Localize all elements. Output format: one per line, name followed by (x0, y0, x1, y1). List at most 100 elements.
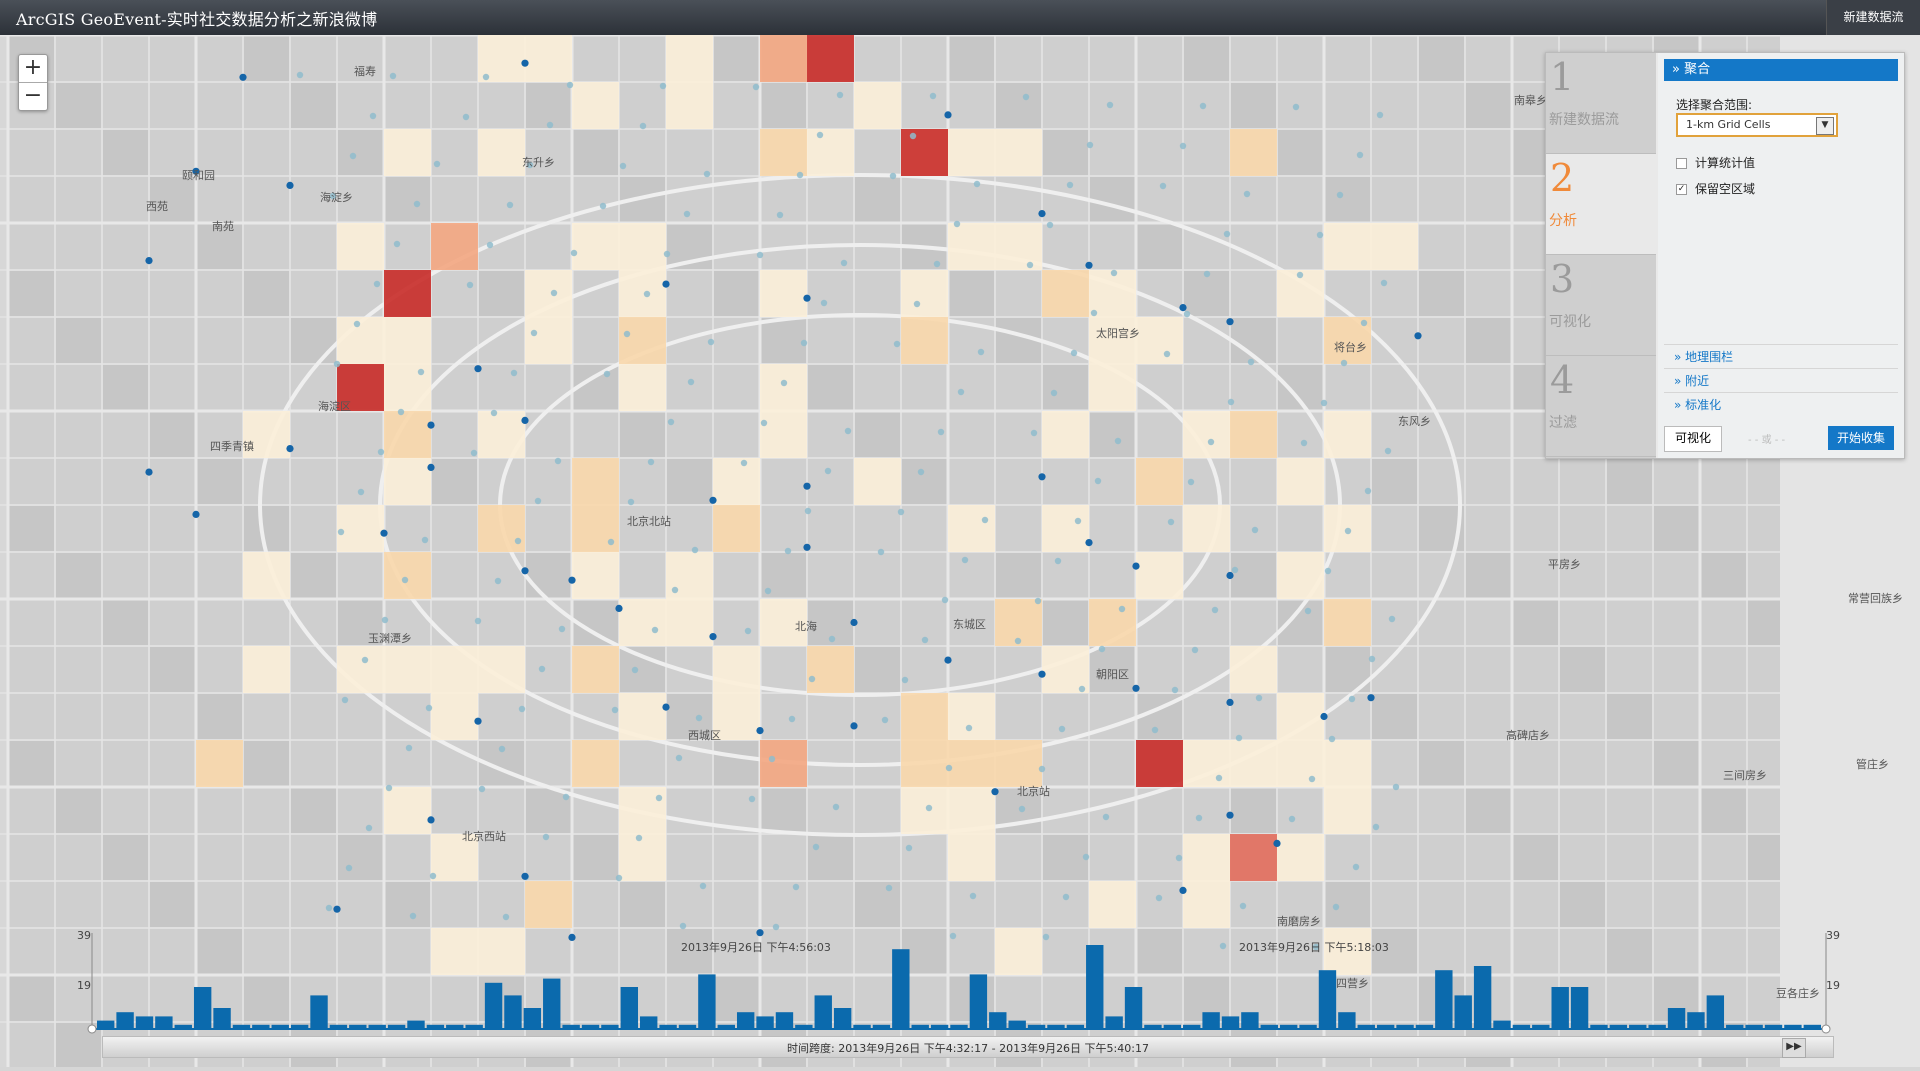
heat-cell[interactable] (1136, 740, 1183, 787)
heat-cell[interactable] (431, 928, 478, 975)
histogram-bar[interactable] (1396, 1024, 1414, 1029)
heat-cell[interactable] (619, 270, 666, 317)
heat-cell[interactable] (1277, 552, 1324, 599)
histogram-bar[interactable] (775, 1012, 794, 1029)
map-point[interactable] (568, 576, 576, 584)
map-point[interactable] (192, 167, 200, 175)
heat-cell[interactable] (431, 223, 478, 270)
histogram-bar[interactable] (387, 1024, 406, 1029)
heat-cell[interactable] (1324, 740, 1371, 787)
heat-cell[interactable] (760, 129, 807, 176)
heat-cell[interactable] (619, 223, 666, 270)
heat-cell[interactable] (337, 317, 384, 364)
histogram-chart[interactable] (0, 930, 1920, 1067)
histogram-bar[interactable] (1570, 987, 1589, 1029)
histogram-bar[interactable] (1241, 1012, 1259, 1029)
heat-cell[interactable] (1089, 364, 1136, 411)
histogram-bar[interactable] (1221, 1016, 1240, 1029)
heat-cell[interactable] (948, 693, 995, 740)
heat-cell[interactable] (431, 834, 478, 881)
heat-cell[interactable] (478, 928, 525, 975)
step-visualize[interactable]: 3 可视化 (1546, 255, 1656, 356)
histogram-bar[interactable] (1609, 1024, 1628, 1029)
heat-cell[interactable] (1324, 223, 1371, 270)
histogram-bar[interactable] (1008, 1020, 1026, 1029)
heat-cell[interactable] (1136, 317, 1183, 364)
heat-cell[interactable] (525, 881, 572, 928)
histogram-bar[interactable] (1124, 987, 1143, 1029)
heat-cell[interactable] (948, 787, 995, 834)
histogram-bar[interactable] (1260, 1024, 1278, 1029)
heat-cell[interactable] (619, 834, 666, 881)
map-point[interactable] (239, 73, 247, 81)
histogram-bar[interactable] (1066, 1024, 1085, 1029)
heat-cell[interactable] (1371, 223, 1418, 270)
histogram-bar[interactable] (1803, 1024, 1821, 1029)
heat-cell[interactable] (243, 411, 290, 458)
histogram-bar[interactable] (1183, 1024, 1201, 1029)
map-point[interactable] (615, 604, 623, 613)
histogram-bar[interactable] (1551, 987, 1569, 1029)
histogram-bar[interactable] (950, 1024, 968, 1029)
map-point[interactable] (1038, 473, 1046, 481)
histogram-bar[interactable] (368, 1024, 386, 1029)
histogram-bar[interactable] (271, 1024, 289, 1029)
heat-cell[interactable] (337, 505, 384, 552)
histogram-bar[interactable] (601, 1024, 619, 1029)
heat-cell[interactable] (1042, 505, 1089, 552)
histogram-bar[interactable] (736, 1012, 755, 1029)
histogram-bar[interactable] (911, 1024, 929, 1029)
histogram-bar[interactable] (523, 1008, 542, 1029)
heat-cell[interactable] (243, 646, 290, 693)
histogram-bar[interactable] (1629, 1024, 1647, 1029)
heat-cell[interactable] (901, 317, 948, 364)
histogram-bar[interactable] (1279, 1024, 1298, 1029)
histogram-bar[interactable] (1764, 1024, 1783, 1029)
heat-cell[interactable] (572, 223, 619, 270)
keep-empty-checkbox[interactable]: ✓ 保留空区域 (1676, 180, 1755, 197)
heat-cell[interactable] (901, 270, 948, 317)
histogram-bar[interactable] (1415, 1024, 1434, 1029)
heat-cell[interactable] (337, 646, 384, 693)
histogram-bar[interactable] (1318, 970, 1337, 1029)
map-point[interactable] (1414, 332, 1422, 340)
map-point[interactable] (427, 421, 435, 429)
map-point[interactable] (991, 788, 999, 796)
map-point[interactable] (1085, 539, 1093, 547)
map-point[interactable] (709, 633, 717, 641)
histogram-bar[interactable] (1687, 1012, 1705, 1029)
map-point[interactable] (474, 717, 482, 725)
time-span-bar[interactable]: 时间跨度: 2013年9月26日 下午4:32:17 - 2013年9月26日 … (102, 1036, 1834, 1058)
heat-cell[interactable] (1089, 599, 1136, 646)
heat-cell[interactable] (1136, 458, 1183, 505)
heat-cell[interactable] (1042, 270, 1089, 317)
heat-cell[interactable] (1324, 411, 1371, 458)
heat-cell[interactable] (666, 35, 713, 82)
map-point[interactable] (1038, 670, 1046, 678)
map-point[interactable] (1179, 886, 1187, 895)
histogram-bar[interactable] (678, 1024, 697, 1029)
map-point[interactable] (427, 463, 435, 471)
histogram-bar[interactable] (1512, 1024, 1531, 1029)
map-point[interactable] (1367, 694, 1375, 702)
step-analysis[interactable]: 2 分析 (1546, 154, 1656, 255)
heat-cell[interactable] (337, 223, 384, 270)
heat-cell[interactable] (760, 35, 807, 82)
histogram-bar[interactable] (1163, 1024, 1182, 1029)
histogram-bar[interactable] (969, 974, 988, 1029)
histogram-bar[interactable] (1726, 1024, 1744, 1029)
histogram-bar[interactable] (252, 1024, 270, 1029)
heat-cell[interactable] (1089, 270, 1136, 317)
step-new-stream[interactable]: 1 新建数据流 (1546, 53, 1656, 154)
histogram-bar[interactable] (193, 987, 212, 1029)
heat-cell[interactable] (572, 740, 619, 787)
heat-cell[interactable] (478, 505, 525, 552)
map-point[interactable] (944, 111, 952, 119)
heat-cell[interactable] (760, 270, 807, 317)
map-point[interactable] (145, 257, 153, 265)
histogram-bar[interactable] (756, 1016, 774, 1029)
histogram-bar[interactable] (930, 1024, 949, 1029)
map-point[interactable] (145, 468, 153, 476)
heat-cell[interactable] (713, 693, 760, 740)
heat-cell[interactable] (1230, 834, 1277, 881)
